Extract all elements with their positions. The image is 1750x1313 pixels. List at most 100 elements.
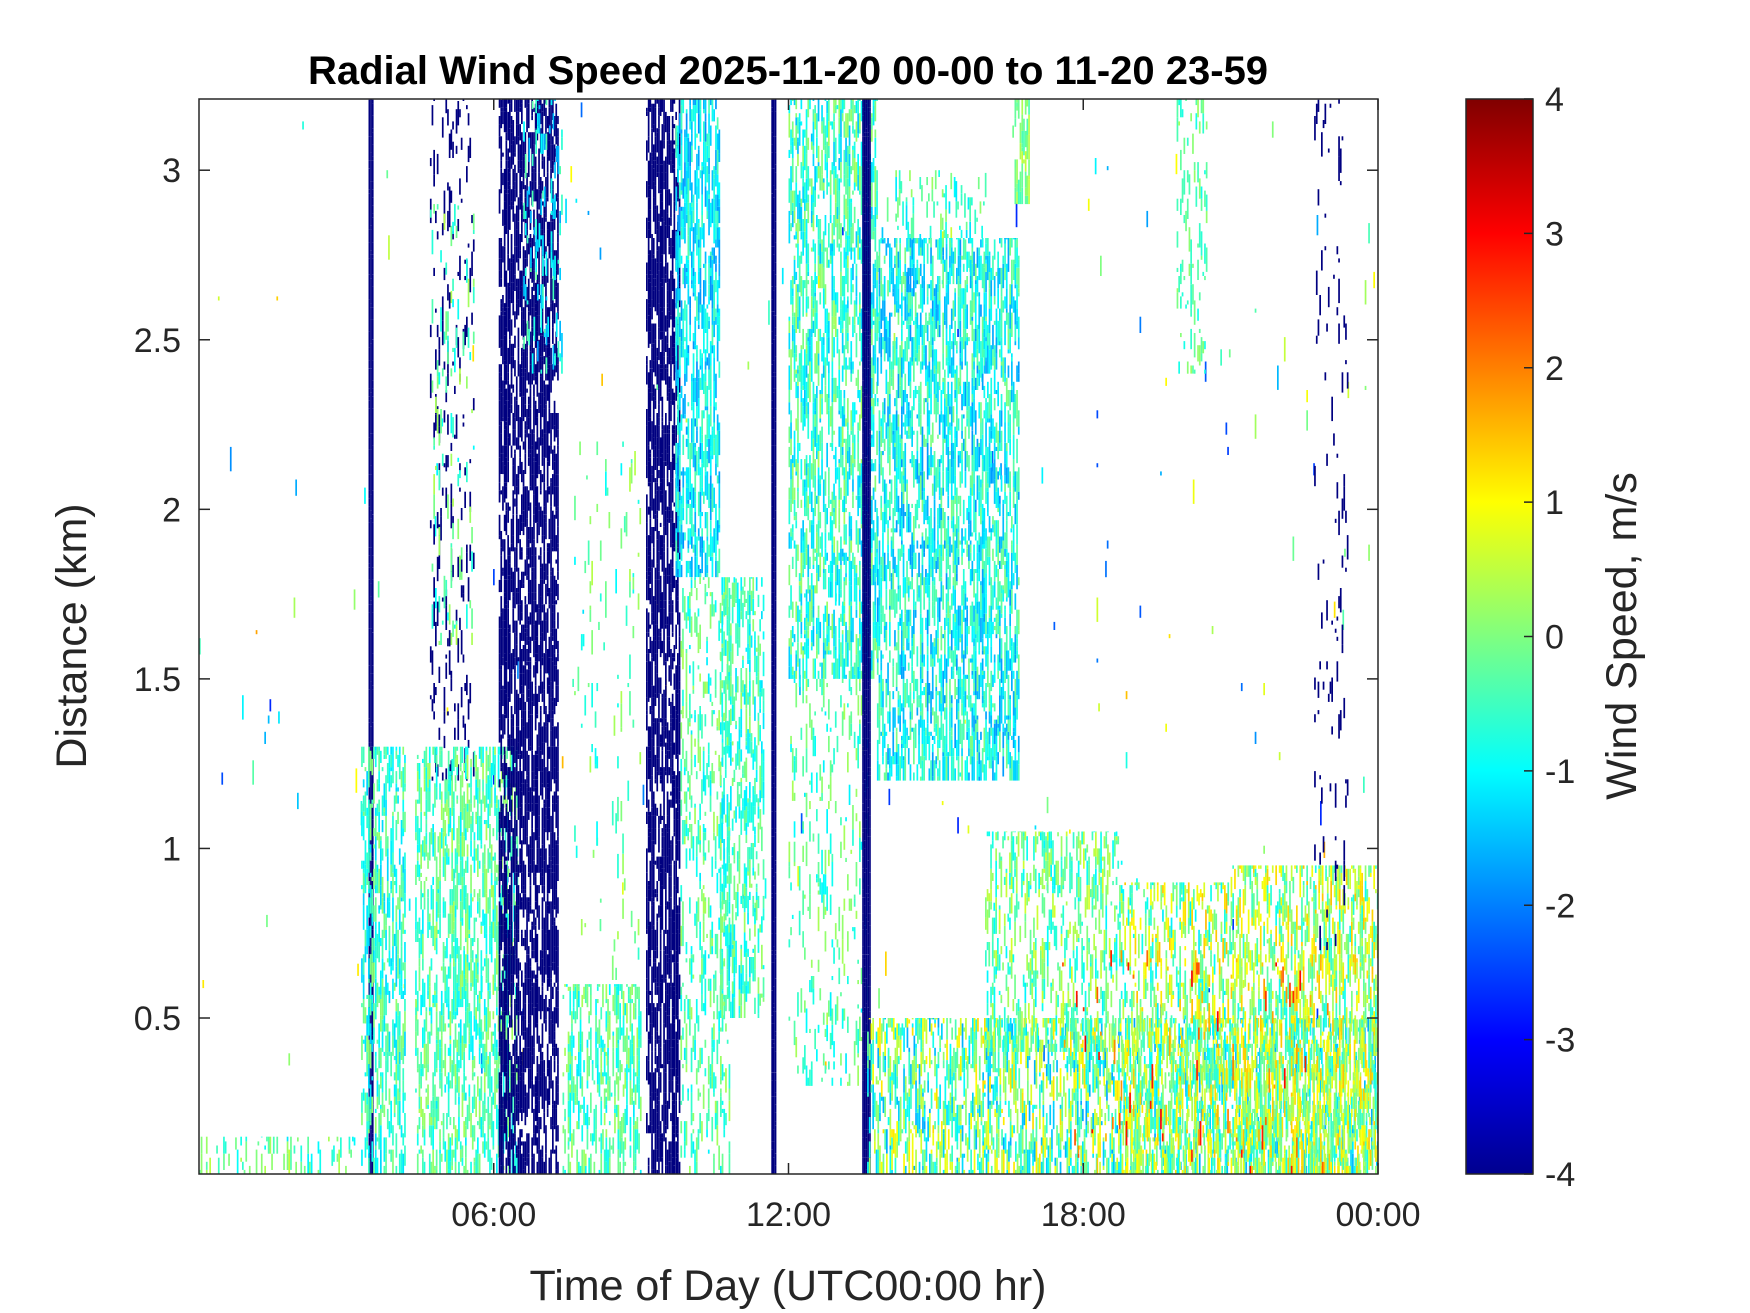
heatmap-cell — [538, 588, 540, 609]
heatmap-cell — [447, 783, 450, 792]
heatmap-cell — [366, 1092, 368, 1105]
heatmap-cell — [515, 848, 518, 865]
heatmap-cell — [548, 307, 551, 324]
heatmap-cell — [524, 779, 527, 804]
heatmap-cell — [626, 1064, 628, 1081]
heatmap-cell — [548, 356, 551, 365]
heatmap-cell — [435, 994, 438, 1003]
heatmap-cell — [430, 1023, 433, 1036]
heatmap-cell — [545, 909, 547, 934]
heatmap-cell — [478, 889, 481, 898]
heatmap-cell — [512, 290, 515, 304]
heatmap-cell — [584, 984, 587, 1004]
heatmap-cell — [366, 807, 368, 816]
heatmap-cell — [497, 1108, 500, 1126]
heatmap-cell — [521, 1051, 523, 1056]
heatmap-cell — [507, 575, 509, 580]
heatmap-cell — [517, 360, 520, 377]
heatmap-cell — [478, 1100, 481, 1118]
heatmap-cell — [485, 1060, 488, 1077]
heatmap-cell — [368, 229, 371, 243]
heatmap-cell — [505, 457, 508, 483]
heatmap-cell — [566, 1064, 568, 1073]
heatmap-cell — [552, 942, 554, 963]
heatmap-cell — [442, 897, 445, 902]
heatmap-cell — [656, 649, 659, 654]
heatmap-cell — [439, 881, 441, 890]
heatmap-cell — [509, 270, 511, 287]
heatmap-cell — [527, 457, 530, 466]
heatmap-cell — [552, 299, 554, 320]
heatmap-cell — [545, 217, 547, 222]
heatmap-cell — [509, 1080, 512, 1089]
heatmap-cell — [500, 706, 503, 731]
heatmap-cell — [515, 1092, 518, 1105]
heatmap-cell — [638, 1015, 640, 1040]
heatmap-cell — [441, 487, 444, 496]
heatmap-cell — [1364, 280, 1367, 305]
heatmap-cell — [485, 1145, 488, 1150]
heatmap-cell — [646, 746, 648, 763]
heatmap-cell — [380, 1104, 382, 1109]
heatmap-cell — [370, 938, 372, 947]
heatmap-cell — [576, 1068, 578, 1077]
heatmap-cell — [519, 457, 521, 475]
heatmap-cell — [649, 551, 652, 572]
heatmap-cell — [536, 909, 539, 918]
heatmap-cell — [534, 824, 537, 841]
heatmap-cell — [402, 799, 405, 812]
heatmap-cell — [545, 527, 547, 540]
heatmap-cell — [500, 689, 503, 706]
heatmap-cell — [369, 999, 372, 1016]
heatmap-cell — [1000, 463, 1002, 480]
heatmap-cell — [373, 828, 375, 837]
heatmap-cell — [451, 828, 453, 853]
heatmap-cell — [371, 876, 374, 881]
heatmap-cell — [550, 746, 552, 772]
heatmap-cell — [461, 1145, 464, 1158]
heatmap-cell — [368, 779, 371, 796]
heatmap-cell — [646, 441, 648, 466]
heatmap-cell — [543, 616, 546, 641]
heatmap-cell — [465, 860, 467, 873]
heatmap-cell — [378, 799, 380, 812]
heatmap-cell — [529, 352, 532, 365]
heatmap-cell — [1266, 939, 1269, 944]
heatmap-cell — [457, 556, 460, 578]
heatmap-cell — [431, 105, 434, 126]
heatmap-cell — [529, 669, 532, 682]
heatmap-cell — [649, 1117, 652, 1122]
heatmap-cell — [415, 999, 417, 1008]
heatmap-cell — [552, 1047, 554, 1056]
heatmap-cell — [646, 710, 648, 715]
heatmap-cell — [567, 1051, 570, 1073]
heatmap-cell — [589, 609, 592, 622]
heatmap-cell — [370, 254, 372, 279]
heatmap-cell — [651, 559, 653, 568]
heatmap-cell — [471, 1137, 474, 1150]
heatmap-cell — [543, 917, 546, 942]
heatmap-cell — [522, 181, 525, 190]
heatmap-cell — [368, 400, 371, 409]
heatmap-cell — [591, 744, 593, 753]
heatmap-cell — [529, 299, 532, 316]
heatmap-cell — [579, 441, 581, 456]
heatmap-cell — [545, 133, 548, 150]
heatmap-cell — [459, 889, 462, 902]
heatmap-cell — [531, 848, 533, 873]
heatmap-cell — [514, 1003, 516, 1028]
heatmap-cell — [646, 465, 648, 479]
heatmap-cell — [559, 353, 561, 362]
heatmap-cell — [536, 1072, 539, 1097]
heatmap-cell — [483, 1043, 486, 1056]
heatmap-cell — [652, 290, 655, 308]
heatmap-cell — [420, 929, 422, 955]
heatmap-cell — [385, 775, 387, 800]
heatmap-cell — [548, 1007, 551, 1028]
heatmap-cell — [1139, 316, 1142, 333]
heatmap-cell — [438, 535, 441, 556]
heatmap-cell — [454, 727, 456, 740]
heatmap-cell — [512, 535, 515, 552]
heatmap-cell — [374, 1056, 377, 1073]
heatmap-cell — [524, 994, 527, 1003]
